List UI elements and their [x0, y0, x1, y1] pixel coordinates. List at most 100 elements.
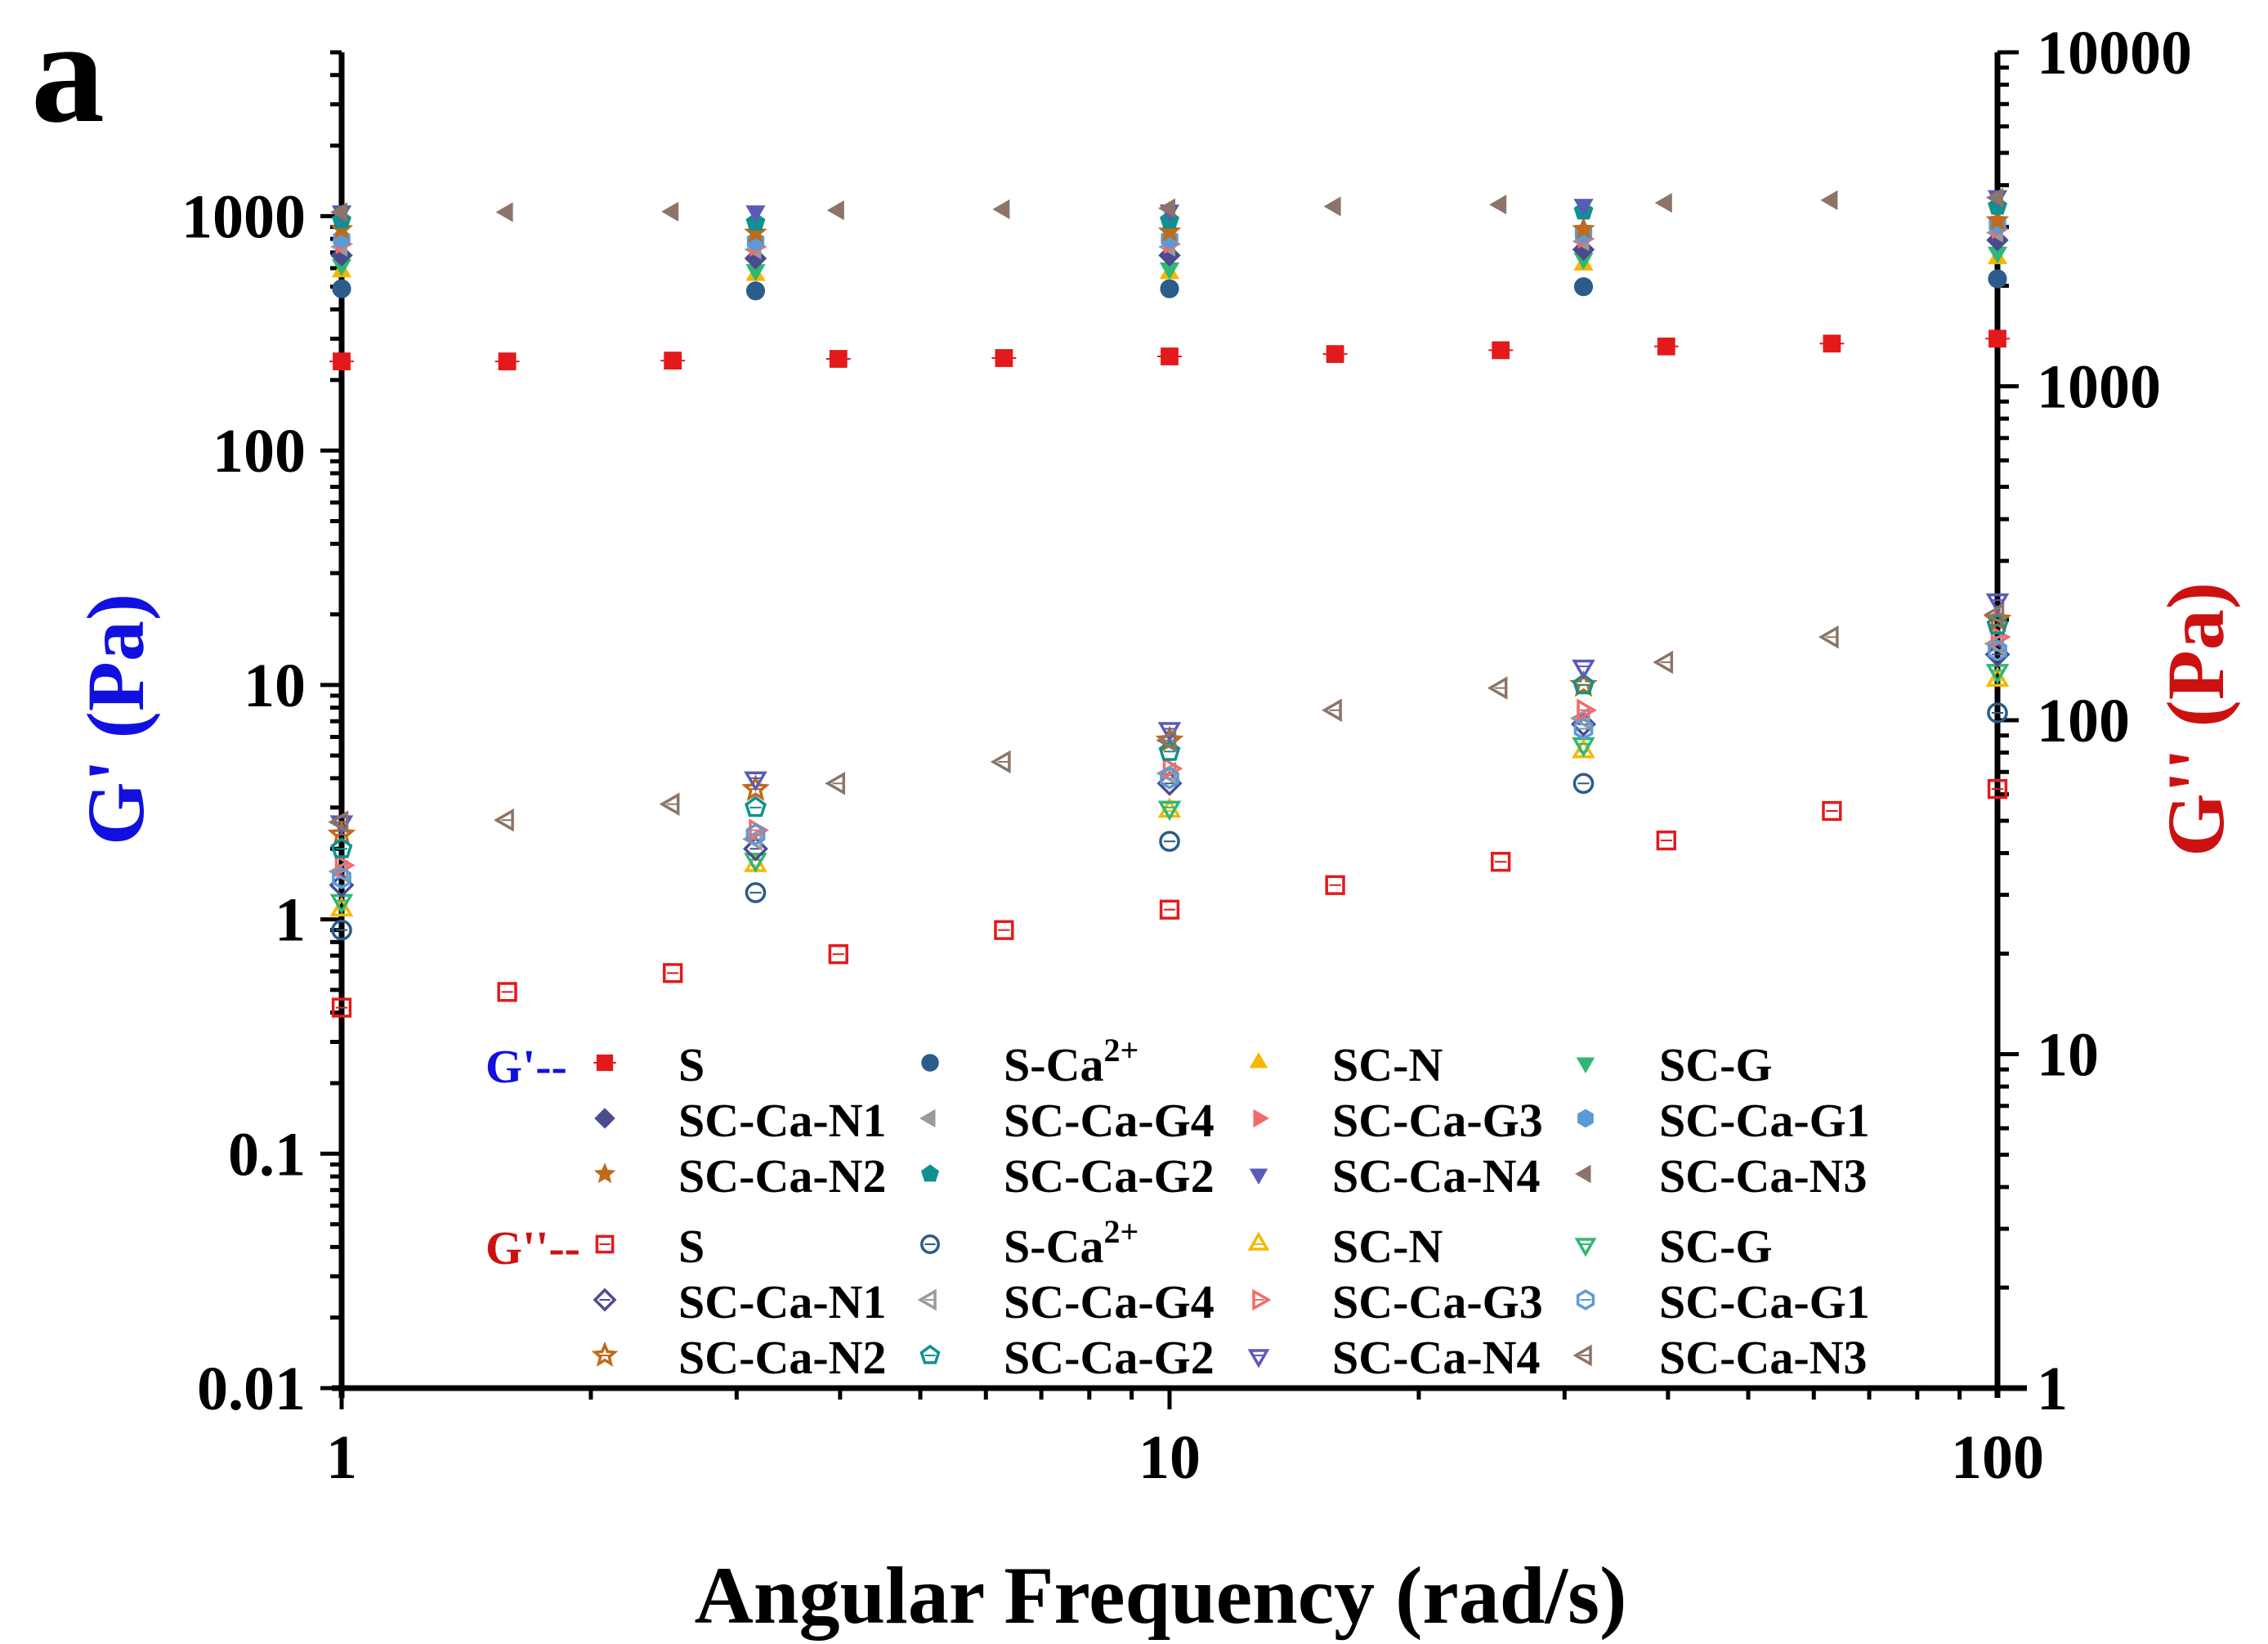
legend-marker — [917, 1288, 937, 1311]
legend: G'-- S S-Ca2+ SC-N SC-GSC-Ca-N1 SC-Ca-G4 SC-Ca… — [485, 1032, 1870, 1384]
legend-item: SC-Ca-N1 — [593, 1275, 887, 1328]
legend-item: SC-Ca-G1 — [1576, 1275, 1870, 1328]
data-point — [332, 867, 351, 889]
data-point — [994, 920, 1014, 940]
data-point — [1988, 639, 2007, 662]
legend-marker — [920, 1234, 940, 1254]
legend-marker — [1577, 1109, 1594, 1128]
legend-item: SC-Ca-N4 — [1247, 1331, 1541, 1384]
legend-item: SC-Ca-N3 — [1572, 1331, 1868, 1384]
legend-item: SC-Ca-G4 — [919, 1094, 1215, 1147]
legend-marker — [593, 1162, 616, 1184]
data-point — [1822, 800, 1842, 822]
data-point — [1987, 702, 2008, 723]
legend-item: SC-N — [1247, 1220, 1443, 1273]
data-point — [1653, 650, 1674, 674]
data-point — [661, 201, 679, 222]
legend-label: SC-Ca-N1 — [678, 1275, 887, 1328]
legend-label: S-Ca2+ — [1004, 1032, 1138, 1091]
panel-label: a — [31, 0, 105, 153]
series-S-loss — [331, 778, 2008, 1018]
legend-item: SC-Ca-N2 — [591, 1331, 887, 1384]
data-point — [660, 352, 686, 370]
legend-label: SC-N — [1332, 1220, 1443, 1273]
data-point — [1573, 277, 1594, 297]
y-axis-right-title: G'' (Pa) — [2150, 582, 2241, 857]
legend-marker — [1576, 1057, 1595, 1074]
data-point — [745, 795, 767, 818]
series-SC-Ca-N3-loss — [328, 603, 2005, 834]
data-point — [1818, 625, 1839, 649]
data-point — [1654, 192, 1672, 213]
data-point — [330, 837, 353, 858]
data-point — [1323, 196, 1341, 217]
data-point — [1986, 613, 2009, 635]
data-marks — [327, 187, 2012, 1018]
y-right-tick-label: 100 — [2037, 687, 2130, 755]
legend-label: S-Ca2+ — [1004, 1213, 1138, 1273]
legend-marker — [1247, 1231, 1270, 1251]
data-point — [494, 808, 514, 832]
legend-label: SC-Ca-N1 — [678, 1094, 887, 1147]
legend-marker — [1574, 1238, 1597, 1257]
data-point — [497, 982, 517, 1002]
y-left-tick-label: 0.1 — [228, 1120, 306, 1189]
x-tick-label: 1 — [326, 1423, 357, 1492]
data-point — [332, 279, 351, 298]
x-tick-label: 100 — [1951, 1423, 2044, 1492]
data-point — [828, 944, 848, 965]
data-point — [745, 205, 766, 223]
y-left-tick-label: 0.01 — [197, 1355, 306, 1423]
data-point — [1985, 593, 2010, 614]
data-point — [1577, 698, 1597, 723]
legend-marker — [919, 1344, 941, 1364]
legend-item: S — [595, 1220, 705, 1273]
data-point — [1573, 717, 1594, 741]
x-tick-label: 10 — [1138, 1423, 1201, 1492]
data-point — [1160, 767, 1179, 790]
series-SC-Ca-G2-loss — [330, 613, 2009, 858]
legend-marker — [1572, 1344, 1592, 1367]
legend-marker — [1252, 1288, 1272, 1311]
legend-item: SC-Ca-G1 — [1577, 1094, 1870, 1147]
legend-marker — [1247, 1349, 1270, 1369]
data-point — [744, 220, 767, 243]
series-SC-Ca-N4-loss — [329, 593, 2010, 836]
data-point — [1322, 345, 1348, 364]
legend-label: SC-Ca-N3 — [1659, 1331, 1868, 1384]
data-point — [1572, 217, 1595, 240]
axes: 1 10 100 0.01 0.1 1 10 100 1000 1 10 100 1000 10000 — [181, 19, 2192, 1492]
legend-label: S — [678, 1038, 705, 1091]
y-left-tick-label: 1 — [275, 886, 306, 955]
legend-item: SC-Ca-N4 — [1249, 1149, 1541, 1203]
data-point — [1987, 778, 2008, 800]
data-point — [1156, 728, 1177, 752]
data-point — [1984, 603, 2005, 626]
legend-label: SC-Ca-N3 — [1659, 1149, 1868, 1203]
data-point — [825, 772, 846, 795]
legend-marker — [920, 1164, 940, 1182]
y-right-tick-label: 1 — [2037, 1355, 2068, 1423]
legend-storage-modulus: G'-- S S-Ca2+ SC-N SC-GSC-Ca-N1 SC-Ca-G4 SC-Ca… — [485, 1032, 1870, 1203]
legend-item: SC-Ca-G2 — [920, 1149, 1215, 1203]
data-point — [1156, 770, 1183, 796]
data-point — [1573, 199, 1594, 217]
legend-label: SC-Ca-N4 — [1332, 1149, 1541, 1203]
legend-marker — [595, 1234, 615, 1254]
legend-label: SC-Ca-G3 — [1332, 1094, 1543, 1147]
legend-marker — [919, 1109, 936, 1128]
data-point — [1157, 347, 1182, 365]
data-point — [331, 919, 352, 941]
legend-label: SC-Ca-G4 — [1004, 1275, 1215, 1328]
data-point — [744, 771, 767, 792]
legend-label: SC-G — [1659, 1220, 1773, 1273]
legend-item: SC-N — [1249, 1038, 1443, 1091]
legend-marker — [1576, 1289, 1595, 1310]
legend-marker — [593, 1288, 617, 1312]
data-point — [1157, 800, 1182, 822]
data-point — [1325, 875, 1345, 895]
data-point — [331, 997, 352, 1018]
y-left-tick-label: 1000 — [181, 182, 306, 251]
legend-prefix: G''-- — [485, 1221, 580, 1274]
series-S-storage — [329, 329, 2010, 371]
